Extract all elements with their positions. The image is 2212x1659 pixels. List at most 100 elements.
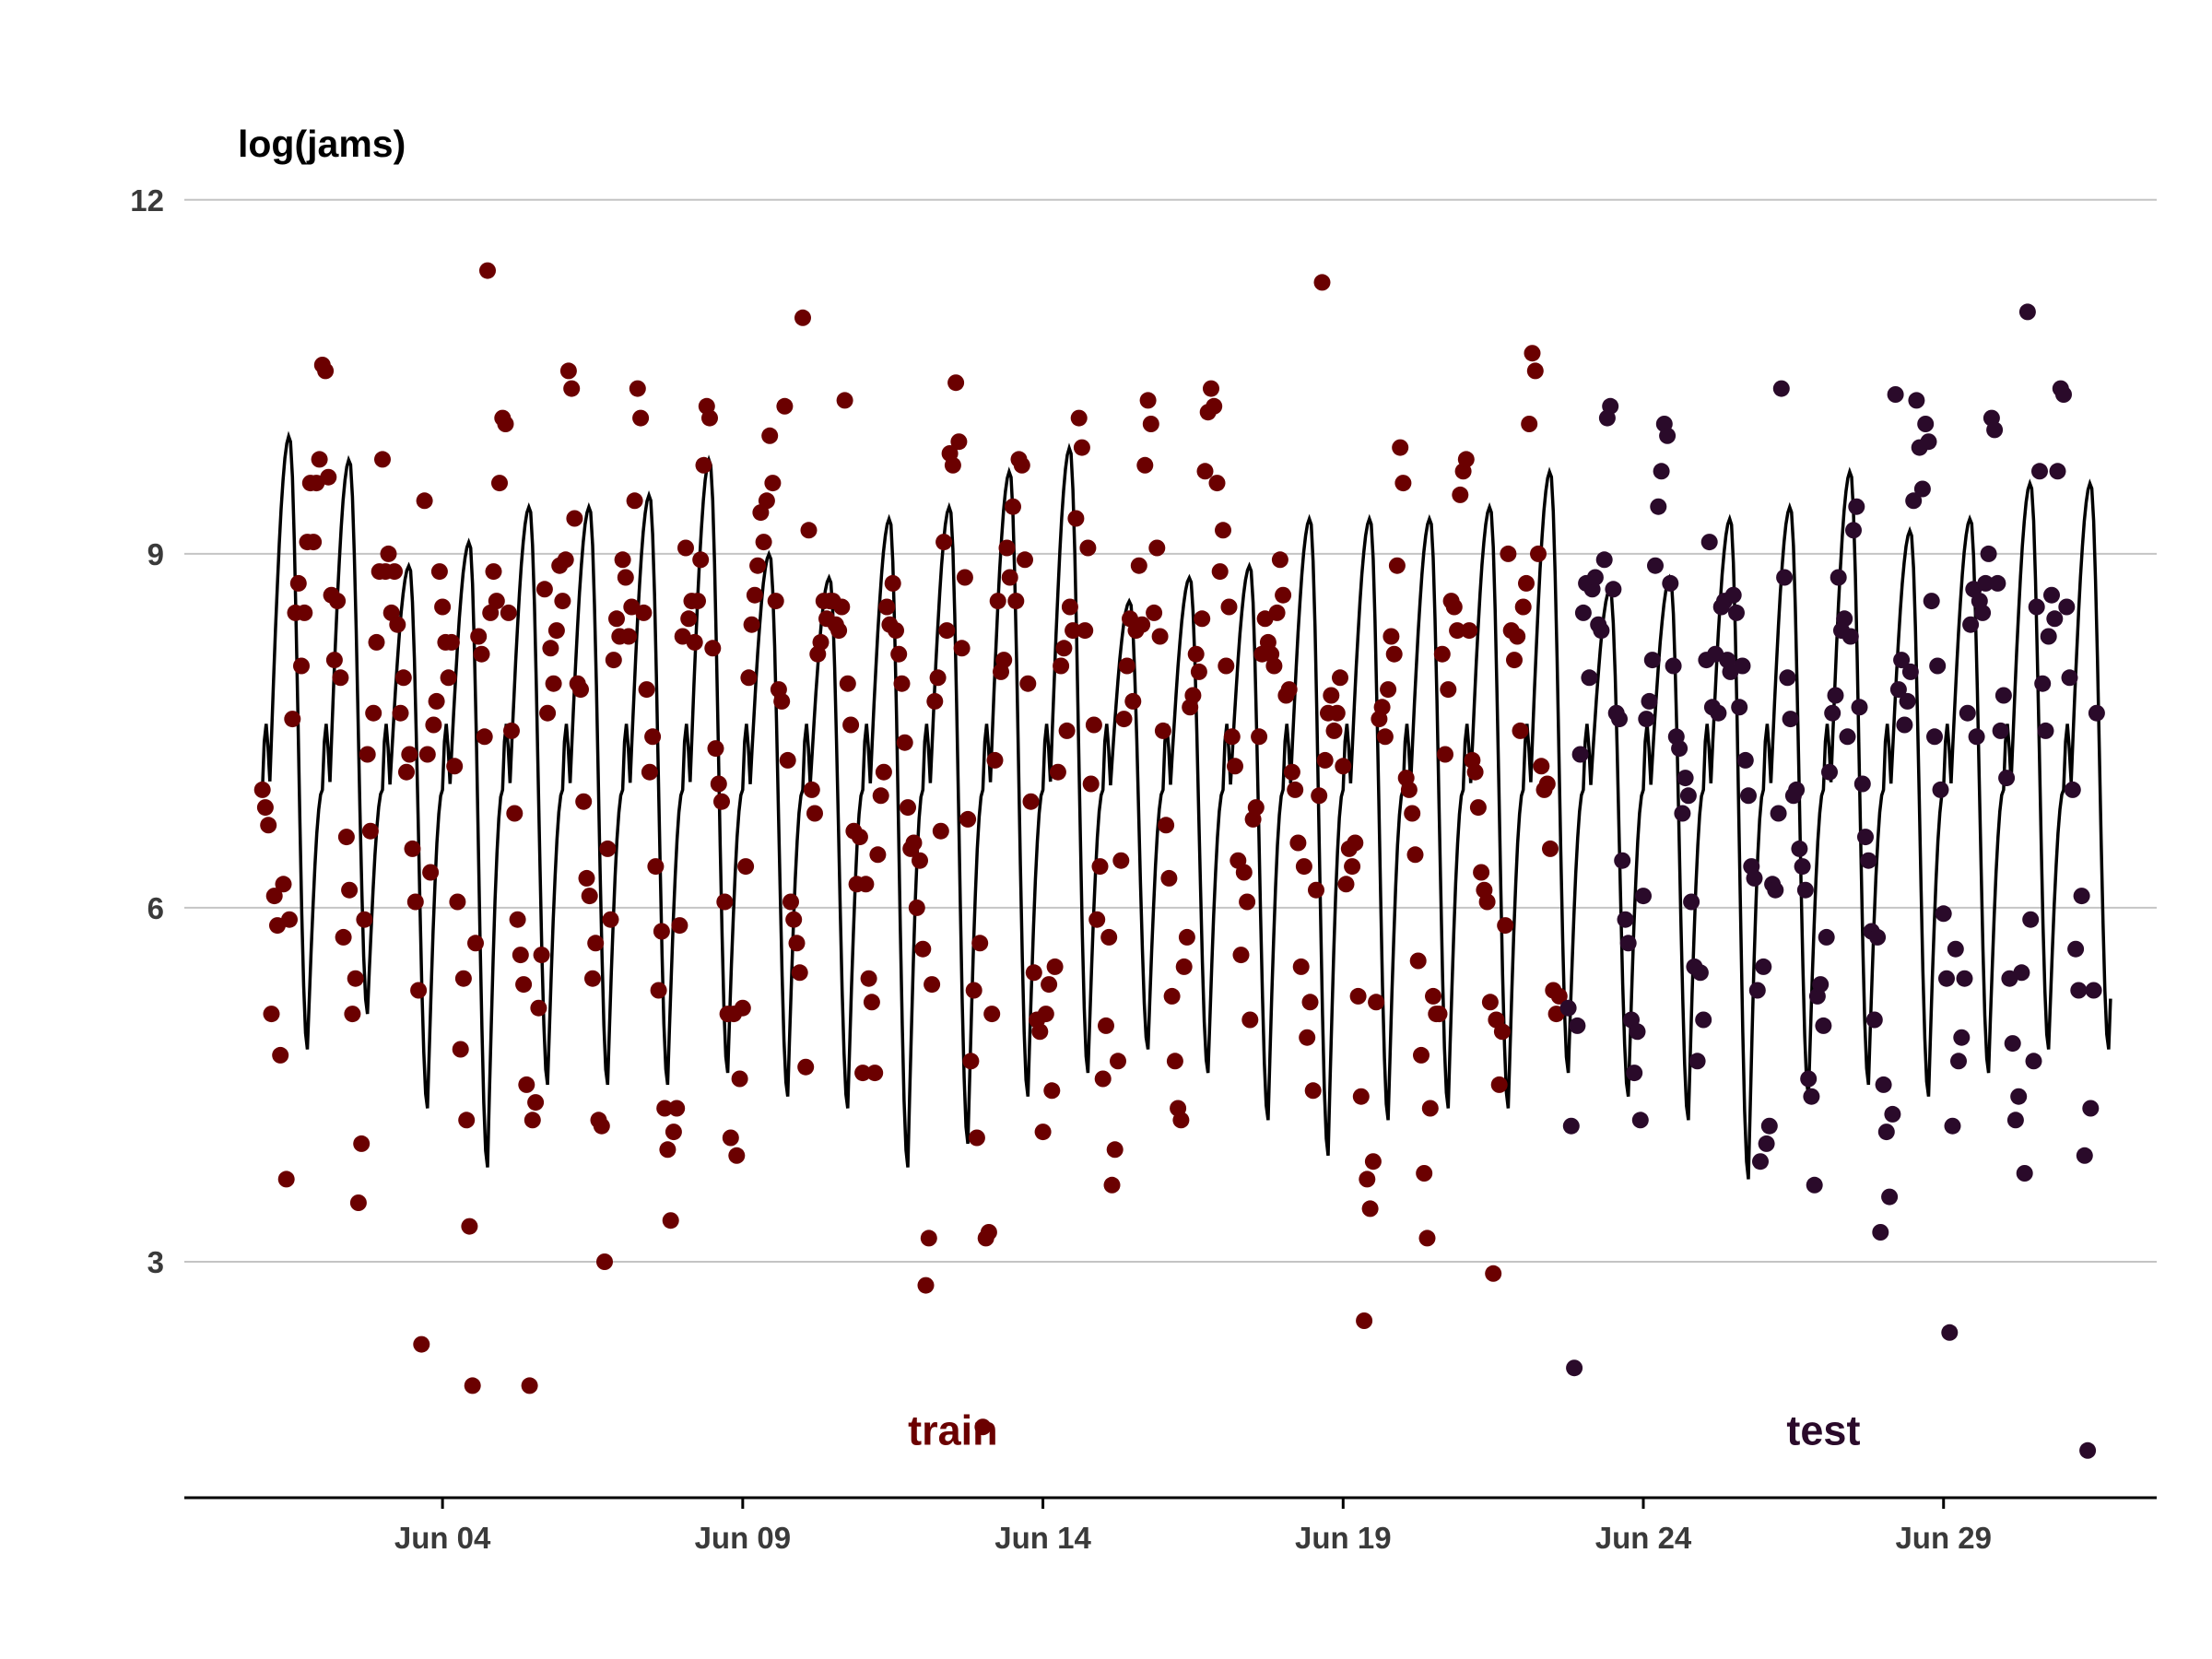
test-point [1653, 463, 1670, 480]
train-point [1065, 622, 1082, 640]
train-point [998, 539, 1016, 557]
train-point [872, 787, 889, 805]
train-point [1130, 557, 1147, 574]
train-point [1413, 1046, 1430, 1064]
train-point [1323, 687, 1340, 704]
train-point [1215, 522, 1231, 539]
train-point [380, 545, 397, 562]
test-point [2004, 1035, 2021, 1053]
test-point [1865, 1011, 1883, 1029]
train-point [406, 893, 424, 911]
train-point [746, 586, 763, 604]
train-point [1077, 622, 1094, 640]
train-point [485, 563, 502, 581]
train-point [1154, 722, 1171, 739]
annotation-train: train [908, 1406, 998, 1453]
train-point [305, 534, 323, 551]
train-point [689, 593, 706, 610]
test-point [1824, 704, 1841, 722]
train-point [797, 1058, 815, 1076]
train-point [749, 557, 767, 574]
train-point [1196, 463, 1214, 480]
train-point [392, 704, 409, 722]
train-point [1292, 958, 1310, 975]
train-point [794, 309, 811, 326]
train-point [488, 593, 505, 610]
train-point [554, 593, 571, 610]
train-point [1223, 728, 1241, 746]
annotation-test: test [1786, 1406, 1860, 1453]
train-point [1466, 763, 1484, 781]
test-point [1770, 805, 1787, 822]
test-point [1806, 1176, 1823, 1194]
test-point [1956, 970, 1973, 987]
train-point [857, 876, 875, 893]
test-point [2061, 669, 2078, 687]
test-point [1827, 687, 1844, 704]
train-point [599, 840, 617, 857]
train-point [476, 728, 493, 746]
test-point [1941, 1324, 1959, 1341]
test-point [1566, 1359, 1583, 1377]
y-tick-label: 3 [147, 1245, 164, 1279]
train-point [626, 492, 643, 510]
test-point [1994, 687, 2012, 704]
train-point [349, 1194, 367, 1211]
train-point [277, 1171, 295, 1188]
train-point [1067, 510, 1085, 527]
test-point [1905, 492, 1923, 510]
test-point [1796, 881, 1814, 899]
train-point [1041, 976, 1058, 994]
train-point [1368, 994, 1385, 1011]
test-point [1665, 657, 1682, 675]
test-point [2006, 1112, 2024, 1129]
train-point [1530, 545, 1547, 562]
train-point [557, 551, 574, 569]
train-point [875, 763, 892, 781]
train-point [914, 940, 932, 958]
train-point [1251, 728, 1268, 746]
test-point [1887, 386, 1904, 403]
train-point [1490, 1076, 1508, 1093]
test-point [1851, 699, 1868, 716]
train-point [1325, 722, 1343, 739]
test-point [1947, 940, 1964, 958]
train-point [559, 362, 577, 380]
train-point [1275, 586, 1292, 604]
x-tick-label: Jun 19 [1295, 1521, 1392, 1555]
train-point [1506, 652, 1523, 669]
train-point [1049, 763, 1066, 781]
train-point [1335, 758, 1352, 775]
train-point [860, 970, 877, 987]
test-point [2067, 940, 2085, 958]
test-point [1659, 427, 1677, 444]
train-point [1134, 616, 1151, 633]
train-point [986, 751, 1004, 769]
train-point [413, 1335, 430, 1353]
train-point [1385, 645, 1403, 663]
train-point [1098, 1017, 1114, 1034]
test-point [1917, 416, 1935, 432]
train-point [686, 633, 703, 651]
train-point [1469, 799, 1487, 817]
train-point [740, 669, 758, 687]
train-point [587, 935, 605, 952]
x-tick-label: Jun 24 [1595, 1521, 1692, 1555]
train-point [1542, 840, 1559, 857]
train-point [491, 475, 508, 492]
train-point [1280, 681, 1298, 699]
train-point [920, 1230, 937, 1247]
train-point [605, 652, 622, 669]
train-point [454, 970, 472, 987]
train-point [1509, 628, 1526, 645]
train-point [1373, 699, 1391, 716]
train-point [743, 616, 760, 633]
train-point [1430, 1006, 1448, 1023]
train-point [311, 451, 328, 468]
train-point [773, 692, 791, 710]
train-point [905, 834, 923, 852]
test-point [1755, 958, 1772, 975]
train-point [1091, 858, 1109, 876]
train-point [1241, 1011, 1259, 1029]
test-point [2070, 982, 2088, 999]
